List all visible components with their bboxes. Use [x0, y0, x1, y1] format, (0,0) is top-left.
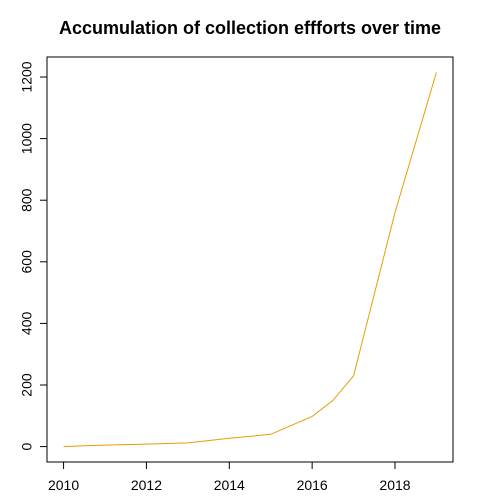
y-tick-label: 0: [19, 442, 35, 450]
x-tick-label: 2014: [214, 477, 245, 493]
x-tick-label: 2010: [48, 477, 79, 493]
series-layer: [63, 72, 437, 448]
y-tick-label: 1000: [19, 123, 35, 154]
chart-title: Accumulation of collection effforts over…: [58, 18, 442, 38]
y-tick-label: 600: [19, 250, 35, 274]
y-tick-label: 200: [19, 373, 35, 397]
plot-frame: [46, 56, 454, 463]
y-tick-label: 800: [19, 188, 35, 212]
x-axis: 2010 2012 2014 2016 2018: [48, 461, 411, 493]
x-tick-label: 2018: [379, 477, 410, 493]
y-axis: 0 200 400 600 800 1000 1200: [19, 61, 48, 450]
y-tick-label: 1200: [19, 61, 35, 92]
series-line-0: [63, 72, 437, 448]
y-tick-label: 400: [19, 312, 35, 336]
x-tick-label: 2012: [131, 477, 162, 493]
x-tick-label: 2016: [297, 477, 328, 493]
